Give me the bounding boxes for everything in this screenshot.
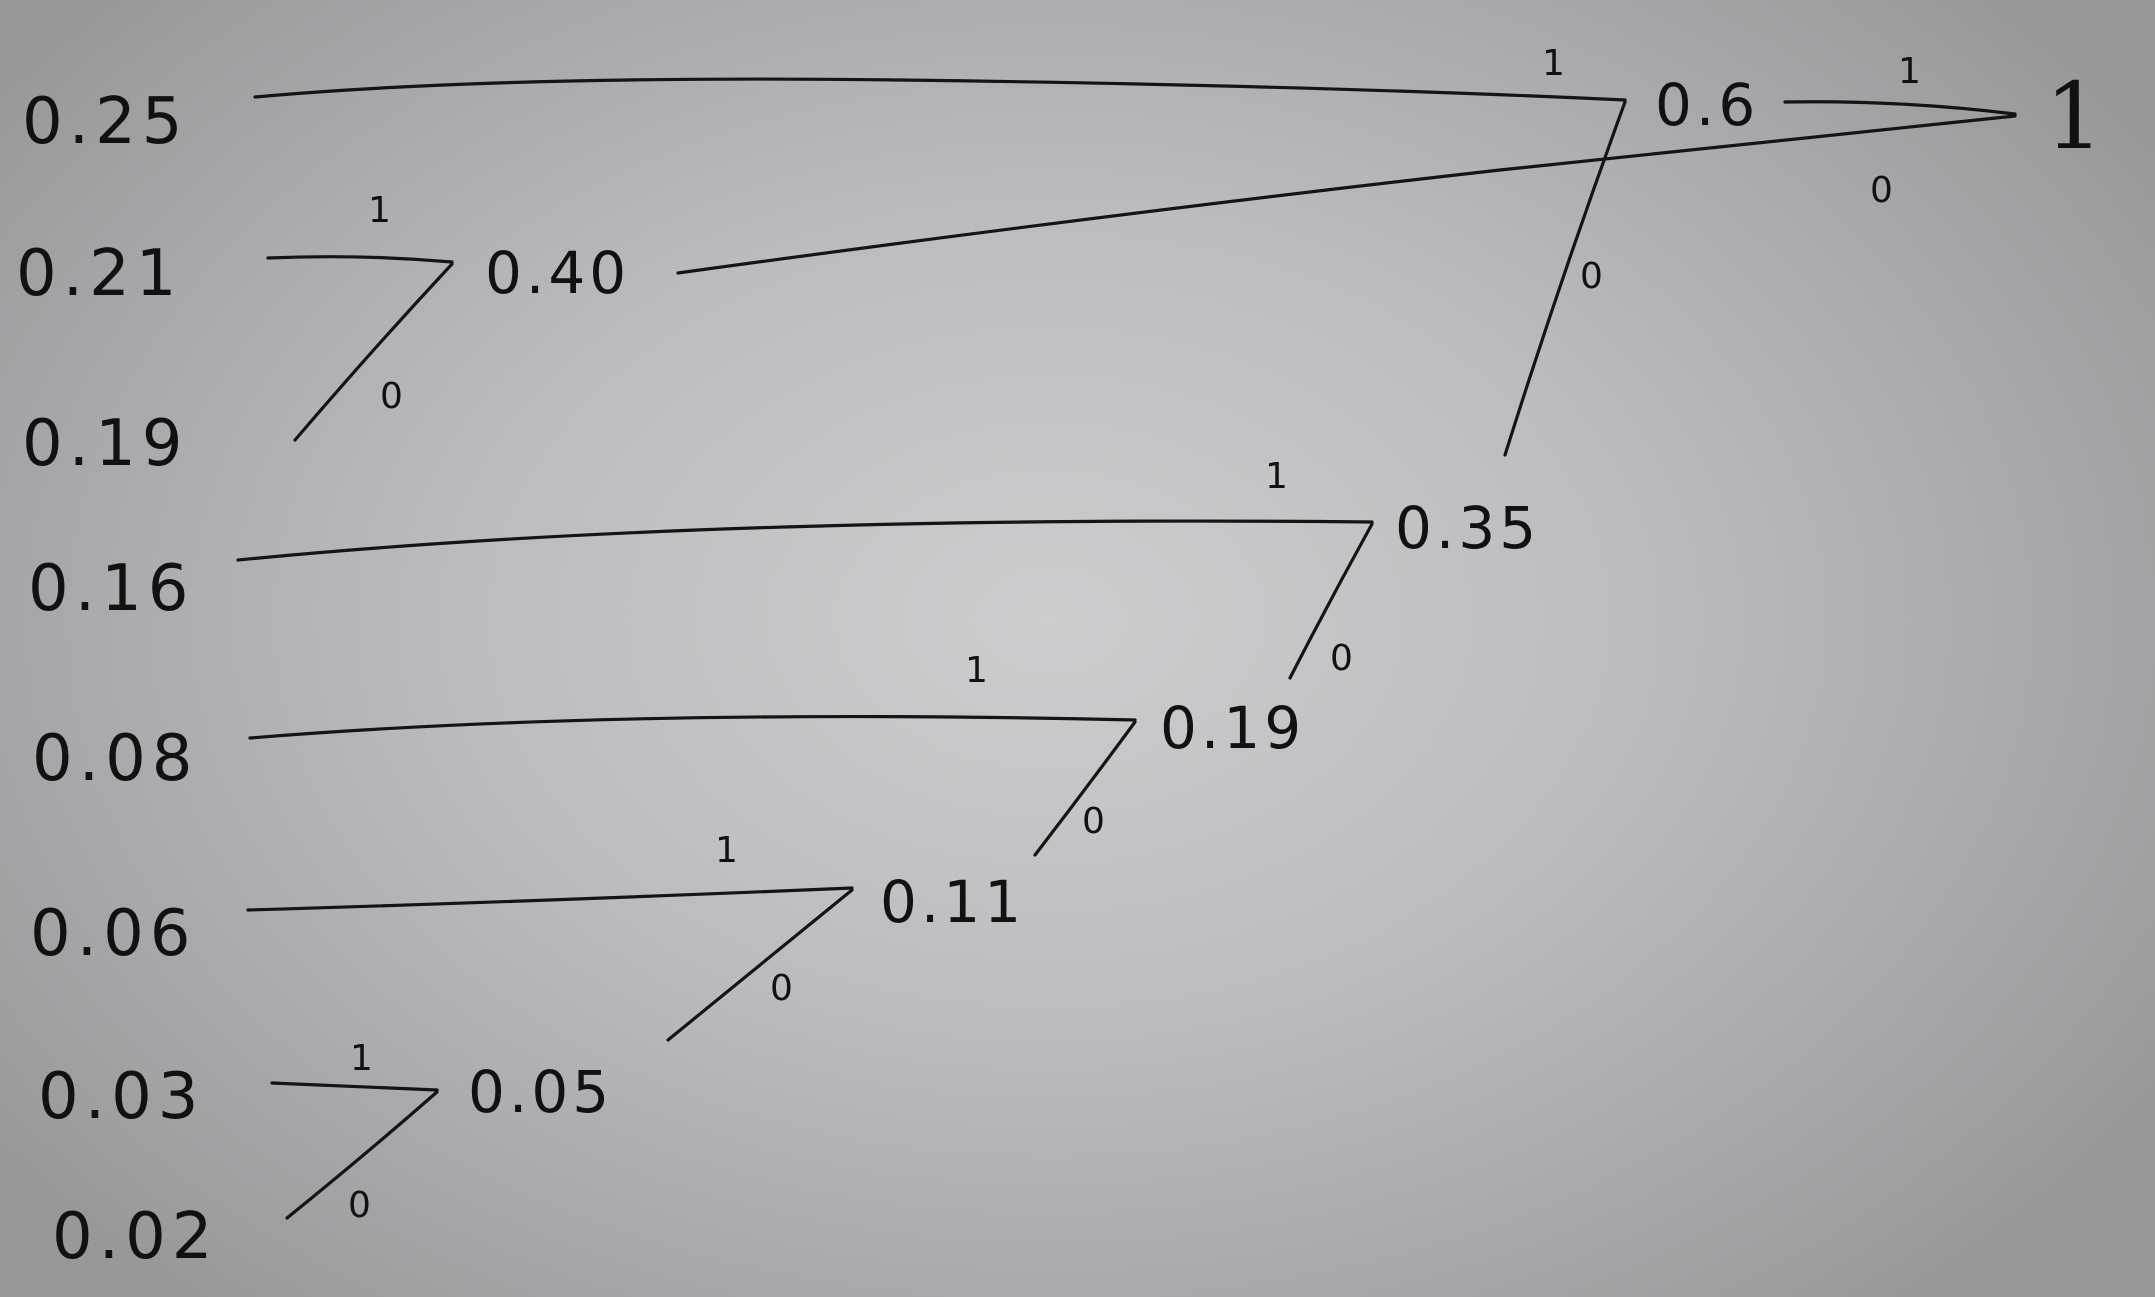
node-label-0.40: 0.40 bbox=[485, 239, 630, 307]
leaf-label-0.02: 0.02 bbox=[52, 1200, 219, 1274]
bit-label-zero: 0 bbox=[380, 376, 403, 417]
edge-0.21-to-0.40 bbox=[266, 255, 454, 264]
node-label-0.19: 0.19 bbox=[1160, 694, 1305, 762]
edge-0.06-to-0.11 bbox=[246, 886, 854, 912]
edge-0.19-to-0.35 bbox=[1288, 522, 1374, 680]
bit-label-one: 1 bbox=[965, 650, 988, 691]
edge-0.08-to-0.19 bbox=[248, 714, 1137, 740]
leaf-label-0.08: 0.08 bbox=[32, 722, 199, 796]
edge-0.25-to-0.6 bbox=[253, 77, 1627, 102]
node-label-0.05: 0.05 bbox=[468, 1058, 613, 1126]
leaf-label-0.16: 0.16 bbox=[28, 552, 195, 626]
bit-label-one: 1 bbox=[1265, 456, 1288, 497]
edge-0.05-to-0.11 bbox=[666, 888, 854, 1042]
edge-0.40-to-root bbox=[676, 114, 2017, 275]
leaf-label-0.03: 0.03 bbox=[38, 1060, 205, 1134]
bit-label-one: 1 bbox=[368, 190, 391, 231]
bit-label-one: 1 bbox=[1898, 51, 1921, 92]
bit-label-one: 1 bbox=[715, 830, 738, 871]
edge-0.11-to-0.19 bbox=[1033, 720, 1137, 857]
edge-0.35-to-0.6 bbox=[1503, 100, 1627, 457]
root-node-label: 1 bbox=[2045, 63, 2104, 170]
node-label-0.35: 0.35 bbox=[1395, 494, 1540, 562]
leaf-label-0.25: 0.25 bbox=[22, 85, 189, 159]
bit-label-zero: 0 bbox=[1870, 170, 1893, 211]
edge-0.19-to-0.40 bbox=[293, 262, 454, 442]
bit-label-zero: 0 bbox=[770, 968, 793, 1009]
edge-0.03-to-0.05 bbox=[270, 1081, 439, 1092]
bit-label-one: 1 bbox=[350, 1038, 373, 1079]
bit-label-zero: 0 bbox=[348, 1185, 371, 1226]
node-label-0.6: 0.6 bbox=[1655, 71, 1759, 139]
bit-label-one: 1 bbox=[1542, 43, 1565, 84]
bit-label-zero: 0 bbox=[1082, 801, 1105, 842]
leaf-label-0.21: 0.21 bbox=[16, 237, 183, 311]
edge-0.02-to-0.05 bbox=[285, 1090, 439, 1220]
leaf-label-0.19: 0.19 bbox=[22, 407, 189, 481]
bit-label-zero: 0 bbox=[1580, 256, 1603, 297]
node-label-0.11: 0.11 bbox=[880, 868, 1025, 936]
leaf-label-0.06: 0.06 bbox=[30, 897, 197, 971]
edge-0.6-to-root bbox=[1783, 100, 2017, 116]
bit-label-zero: 0 bbox=[1330, 638, 1353, 679]
edge-0.16-to-0.35 bbox=[236, 519, 1374, 562]
